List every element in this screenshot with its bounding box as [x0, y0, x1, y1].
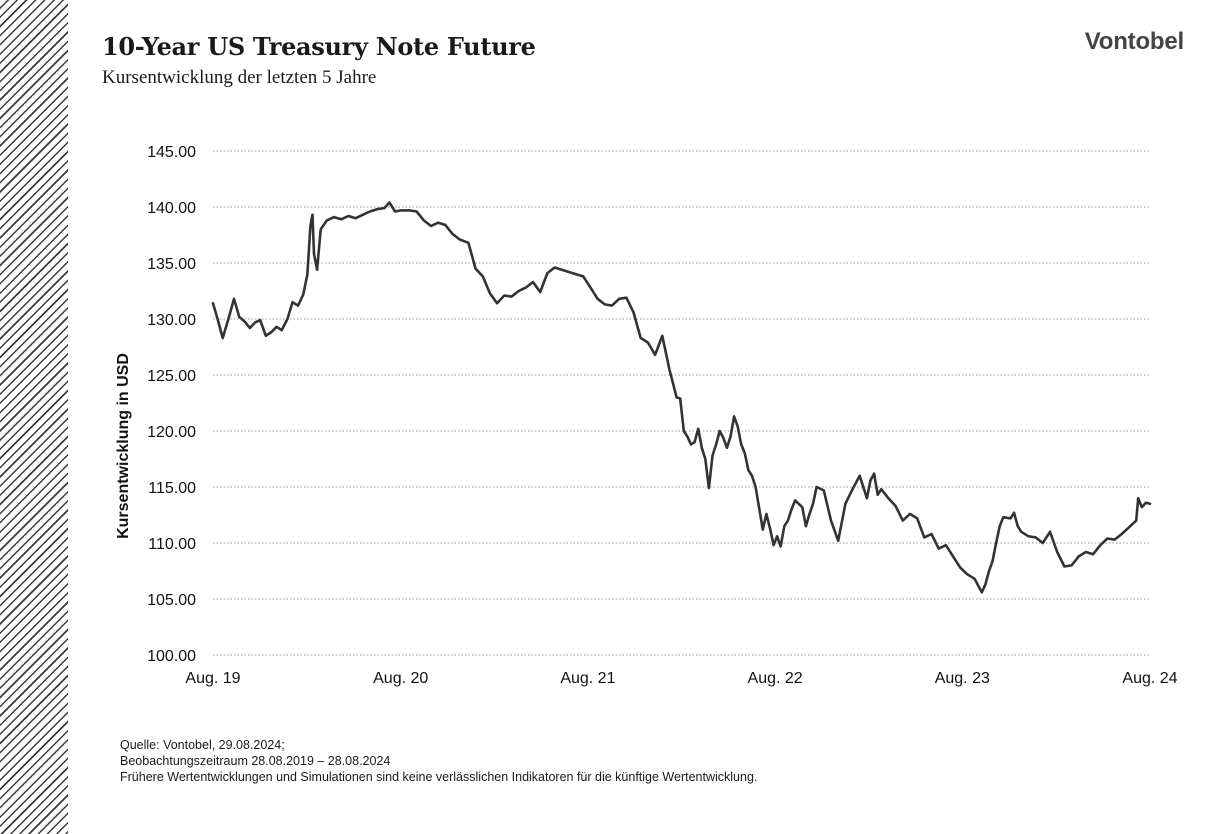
hatched-side-band: [0, 0, 68, 834]
chart-subtitle: Kursentwicklung der letzten 5 Jahre: [102, 67, 377, 88]
x-axis-ticks: Aug. 19 Aug. 20 Aug. 21 Aug. 22 Aug. 23 Aug. …: [185, 670, 1177, 687]
x-tick-label: Aug. 23: [935, 670, 990, 687]
x-tick-label: Aug. 20: [373, 670, 428, 687]
chart-title: 10-Year US Treasury Note Future: [102, 32, 536, 61]
x-tick-label: Aug. 22: [748, 670, 803, 687]
y-tick-label: 120.00: [147, 424, 196, 441]
price-series-line: [211, 201, 1152, 594]
y-tick-label: 140.00: [147, 200, 196, 217]
y-axis-ticks: 100.00 105.00 110.00 115.00 120.00 125.00 130.…: [147, 144, 196, 665]
footnote-period: Beobachtungszeitraum 28.08.2019 – 28.08.…: [120, 754, 391, 768]
vontobel-logo: Vontobel: [1084, 28, 1184, 55]
y-tick-label: 100.00: [147, 648, 196, 665]
y-tick-label: 125.00: [147, 368, 196, 385]
y-tick-label: 110.00: [148, 536, 196, 553]
x-tick-label: Aug. 19: [185, 670, 240, 687]
y-tick-label: 145.00: [147, 144, 196, 161]
grid-lines: [213, 150, 1150, 656]
footnote-source: Quelle: Vontobel, 29.08.2024;: [120, 738, 285, 752]
y-axis-label: Kursentwicklung in USD: [115, 353, 132, 539]
y-tick-label: 130.00: [147, 312, 196, 329]
y-tick-label: 135.00: [147, 256, 196, 273]
x-tick-label: Aug. 21: [560, 670, 615, 687]
footnote-disclaimer: Frühere Wertentwicklungen und Simulation…: [120, 770, 758, 784]
x-tick-label: Aug. 24: [1122, 670, 1177, 687]
footnote: Quelle: Vontobel, 29.08.2024; Beobachtun…: [120, 737, 757, 785]
y-tick-label: 105.00: [147, 592, 196, 609]
y-tick-label: 115.00: [148, 480, 196, 497]
series-layer: [211, 201, 1152, 594]
